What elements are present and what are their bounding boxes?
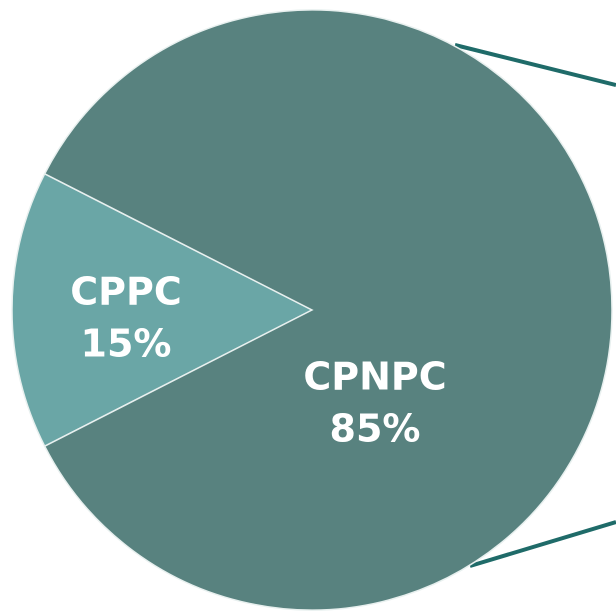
pie-slice [11, 172, 314, 448]
pie-slice [43, 9, 613, 611]
slice-value-label: 15% [81, 322, 172, 366]
connector-line [469, 520, 616, 568]
slice-category-label: CPPC [70, 270, 181, 314]
connector-line [454, 43, 616, 87]
slice-value-label: 85% [330, 407, 421, 451]
slice-category-label: CPNPC [303, 355, 446, 399]
